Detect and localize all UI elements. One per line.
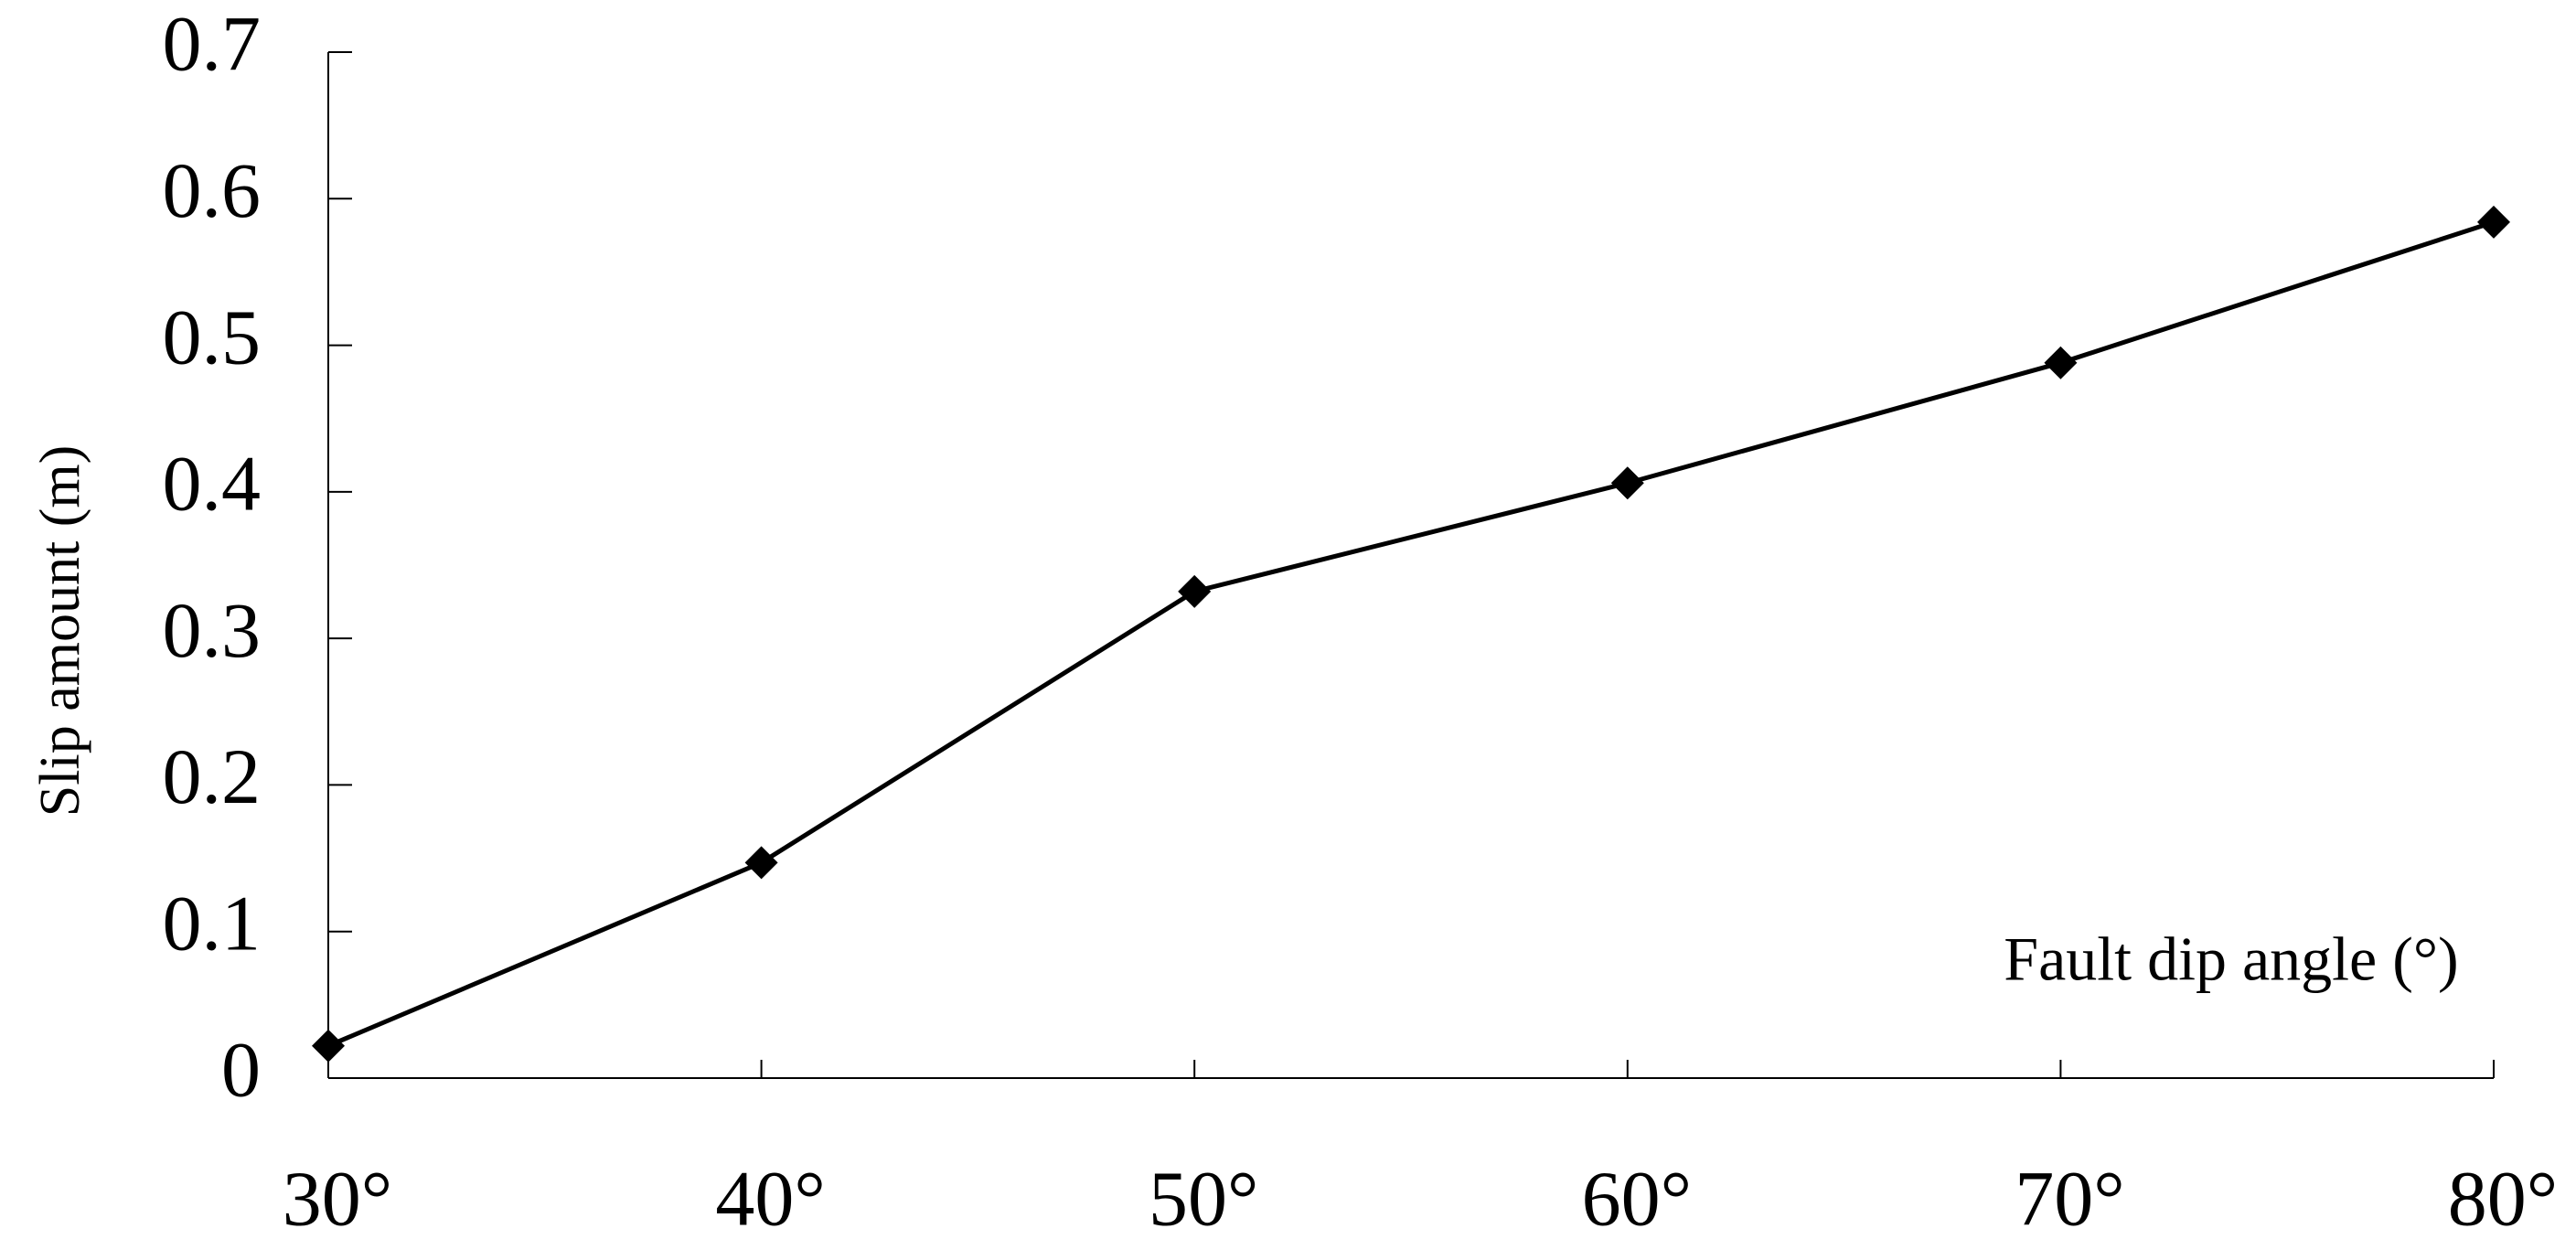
x-tick-label: 40°: [715, 1155, 825, 1243]
y-tick-label: 0.2: [163, 732, 262, 820]
series-line: [327, 219, 2495, 1049]
y-tick-label: 0: [221, 1026, 261, 1114]
y-tick-label: 0.6: [163, 146, 262, 234]
annotation: Fault dip angle (°): [2004, 924, 2458, 994]
data-point: [1610, 466, 1644, 500]
y-tick-label: 0.7: [163, 0, 262, 88]
x-tick-label: 80°: [2448, 1155, 2558, 1243]
y-tick-label: 0.1: [163, 879, 262, 967]
y-axis-label: Slip amount (m): [29, 445, 91, 817]
x-tick-label: 60°: [1582, 1155, 1692, 1243]
x-tick-label: 50°: [1149, 1155, 1258, 1243]
y-tick-label: 0.5: [163, 293, 262, 380]
x-tick-label: 70°: [2015, 1155, 2124, 1243]
data-point: [1178, 574, 1212, 608]
data-point: [2477, 205, 2510, 239]
y-tick-label: 0.3: [163, 586, 262, 674]
data-point: [744, 846, 778, 880]
data-point: [312, 1029, 345, 1063]
data-point: [2044, 346, 2078, 379]
y-tick-label: 0.4: [163, 440, 262, 528]
x-tick-label: 30°: [283, 1155, 392, 1243]
